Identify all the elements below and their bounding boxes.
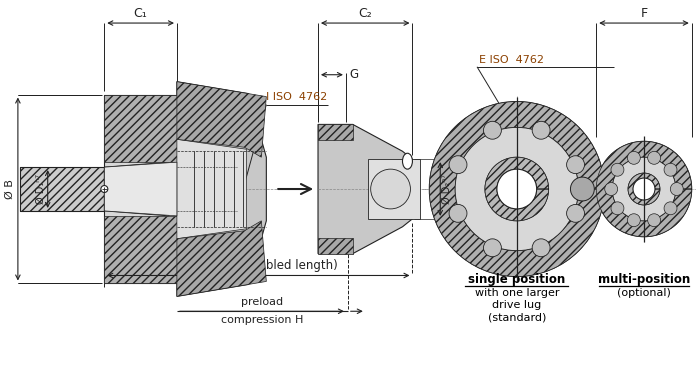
Text: (optional): (optional)	[617, 288, 671, 298]
Polygon shape	[429, 101, 604, 276]
Text: I ISO  4762: I ISO 4762	[266, 91, 328, 101]
Text: C₁: C₁	[134, 7, 148, 20]
Circle shape	[627, 151, 640, 164]
Polygon shape	[104, 94, 177, 162]
Text: compression H: compression H	[221, 315, 304, 325]
Text: multi-position: multi-position	[598, 273, 690, 286]
Polygon shape	[177, 82, 266, 296]
Circle shape	[449, 156, 467, 174]
Circle shape	[648, 214, 661, 227]
Text: F: F	[640, 7, 648, 20]
Circle shape	[566, 204, 584, 222]
Text: preload: preload	[241, 297, 284, 307]
Circle shape	[596, 141, 692, 237]
Circle shape	[371, 169, 410, 209]
Polygon shape	[318, 238, 353, 253]
Circle shape	[605, 182, 617, 195]
Circle shape	[633, 178, 655, 200]
Text: Ø D₁ⁿ⁷: Ø D₁ⁿ⁷	[36, 174, 46, 204]
Text: (standard): (standard)	[488, 312, 546, 322]
Circle shape	[570, 177, 594, 201]
Circle shape	[627, 214, 640, 227]
Polygon shape	[177, 139, 246, 239]
Polygon shape	[104, 94, 177, 283]
Polygon shape	[368, 159, 421, 219]
Polygon shape	[318, 124, 353, 140]
Text: Ø B: Ø B	[5, 179, 15, 199]
Circle shape	[449, 204, 467, 222]
Circle shape	[664, 163, 677, 176]
Circle shape	[497, 169, 537, 209]
Circle shape	[566, 156, 584, 174]
Circle shape	[648, 151, 661, 164]
Text: with one larger: with one larger	[475, 288, 559, 298]
Polygon shape	[177, 82, 266, 157]
Polygon shape	[104, 216, 177, 283]
Text: single position: single position	[468, 273, 566, 286]
Circle shape	[612, 157, 676, 221]
Circle shape	[485, 157, 549, 221]
Polygon shape	[104, 162, 169, 216]
Circle shape	[671, 182, 683, 195]
Circle shape	[628, 173, 660, 205]
Circle shape	[611, 202, 624, 215]
Ellipse shape	[402, 153, 412, 169]
Circle shape	[101, 185, 108, 192]
Circle shape	[532, 239, 550, 257]
Text: G: G	[350, 68, 359, 81]
Text: drive lug: drive lug	[492, 300, 541, 310]
Polygon shape	[177, 221, 266, 296]
Text: Ø D₂ⁿ⁷: Ø D₂ⁿ⁷	[442, 174, 452, 204]
Text: C₂: C₂	[358, 7, 372, 20]
Polygon shape	[628, 173, 660, 205]
Polygon shape	[104, 162, 177, 216]
Text: E ISO  4762: E ISO 4762	[479, 55, 544, 65]
Circle shape	[484, 239, 501, 257]
Circle shape	[664, 202, 677, 215]
Circle shape	[611, 163, 624, 176]
Polygon shape	[318, 124, 412, 253]
Circle shape	[429, 101, 604, 276]
Circle shape	[532, 121, 550, 139]
Circle shape	[484, 121, 501, 139]
Polygon shape	[20, 167, 104, 211]
Text: A +0.2 (assembled length): A +0.2 (assembled length)	[179, 258, 338, 271]
Polygon shape	[485, 157, 549, 221]
Polygon shape	[596, 141, 692, 237]
Circle shape	[455, 127, 578, 251]
